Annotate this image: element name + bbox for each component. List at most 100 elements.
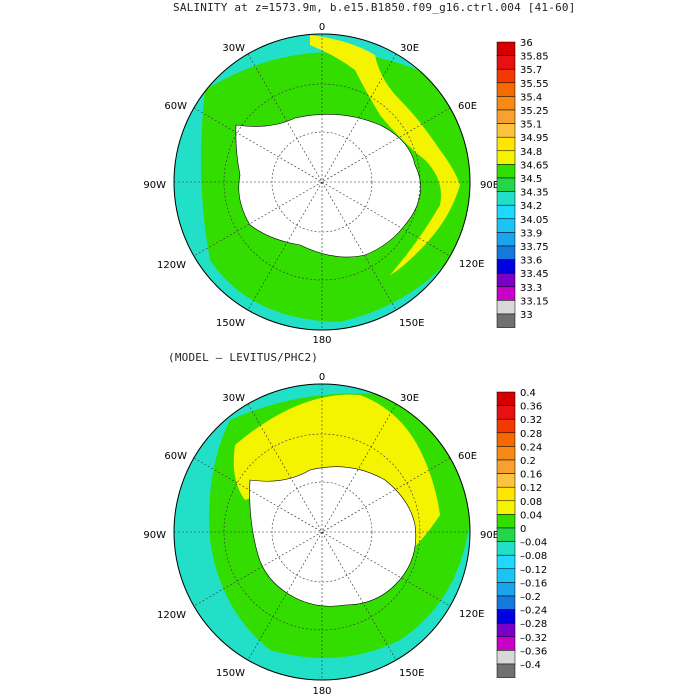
- colorbar-swatch: [496, 82, 516, 97]
- colorbar-label: –0.24: [520, 606, 547, 617]
- colorbar-label: 34.05: [520, 215, 549, 226]
- colorbar-swatch: [496, 636, 516, 651]
- colorbar-label: 35.4: [520, 92, 542, 103]
- colorbar-swatch: [496, 313, 516, 328]
- colorbar-swatch: [496, 554, 516, 570]
- colorbar-swatch: [496, 446, 516, 461]
- colorbar-label: 35.1: [520, 120, 542, 131]
- colorbar-label: 0.24: [520, 442, 542, 453]
- colorbar-label: 0.12: [520, 483, 542, 494]
- colorbar-label: –0.32: [520, 633, 547, 644]
- colorbar-label: 36: [520, 38, 533, 49]
- colorbar-label: 34.8: [520, 147, 542, 158]
- lon-label-90w: 90W: [143, 530, 166, 541]
- lon-label-0: 0: [319, 22, 325, 33]
- colorbar-swatch: [496, 164, 516, 179]
- lon-label-90e: 90E: [480, 530, 499, 541]
- colorbar-label: 0.28: [520, 429, 542, 440]
- colorbar-label: 0.32: [520, 415, 542, 426]
- lon-label-120w: 120W: [157, 610, 186, 621]
- lon-label-30w: 30W: [222, 393, 245, 404]
- salinity-colorbar: 36 35.85 35.7 35.55 35.4 35.25 35.1 34.95 34.8 34…: [496, 38, 549, 328]
- colorbar-swatch: [496, 300, 516, 315]
- top-panel-title: SALINITY at z=1573.9m, b.e15.B1850.f09_g…: [173, 1, 576, 14]
- colorbar-label: 35.7: [520, 65, 542, 76]
- colorbar-label: 33.9: [520, 228, 542, 239]
- lon-label-180: 180: [312, 335, 331, 346]
- colorbar-label: 34.95: [520, 133, 549, 144]
- colorbar-label: –0.4: [520, 660, 541, 671]
- lon-label-120e: 120E: [459, 259, 484, 270]
- colorbar-swatch: [496, 191, 516, 206]
- lon-label-120e: 120E: [459, 609, 484, 620]
- colorbar-label: 34.2: [520, 201, 542, 212]
- antarctica-land: [249, 466, 417, 607]
- colorbar-swatch: [496, 109, 516, 124]
- colorbar-swatch: [496, 136, 516, 152]
- lon-label-30e: 30E: [400, 43, 419, 54]
- lon-label-150w: 150W: [216, 318, 245, 329]
- colorbar-label: 34.5: [520, 174, 542, 185]
- colorbar-swatch: [496, 286, 516, 301]
- colorbar-label: 35.25: [520, 106, 549, 117]
- colorbar-swatch: [496, 432, 516, 447]
- difference-map: 0 30E 60E 90E 120E 150E 180 150W 120W 90…: [143, 372, 499, 697]
- colorbar-label: –0.04: [520, 538, 547, 549]
- colorbar-label: –0.36: [520, 646, 547, 657]
- bottom-panel-title: (MODEL – LEVITUS/PHC2): [168, 351, 319, 364]
- colorbar-swatch: [496, 459, 516, 474]
- colorbar-swatch: [496, 582, 516, 597]
- colorbar-swatch: [496, 259, 516, 274]
- colorbar-swatch: [496, 41, 516, 56]
- colorbar-label: 0.4: [520, 388, 536, 399]
- colorbar-label: 0.08: [520, 497, 542, 508]
- lon-label-60e: 60E: [458, 101, 477, 112]
- meridian-lines: [174, 34, 470, 330]
- colorbar-swatch: [496, 232, 516, 247]
- colorbar-label: 35.85: [520, 52, 549, 63]
- difference-colorbar: 0.4 0.36 0.32 0.28 0.24 0.2 0.16 0.12 0.08 0.04 0 –…: [496, 388, 547, 678]
- colorbar-label: 33.75: [520, 242, 549, 253]
- colorbar-swatch: [496, 568, 516, 583]
- salinity-map: 0 30E 60E 90E 120E 150E 180 150W 120W 90…: [143, 22, 499, 346]
- lon-label-90w: 90W: [143, 180, 166, 191]
- colorbar-swatch: [496, 272, 516, 288]
- colorbar-swatch: [496, 218, 516, 233]
- colorbar-label: –0.28: [520, 619, 547, 630]
- colorbar-label: 0.36: [520, 402, 542, 413]
- lon-label-150e: 150E: [399, 668, 424, 679]
- colorbar-label: 0.04: [520, 510, 542, 521]
- meridian-lines: [174, 384, 470, 680]
- colorbar-label: 33.15: [520, 296, 549, 307]
- map-yellow-band: [310, 35, 460, 275]
- colorbar-swatch: [496, 473, 516, 488]
- colorbar-swatch: [496, 204, 516, 220]
- lon-label-90e: 90E: [480, 180, 499, 191]
- colorbar-label: 33.45: [520, 269, 549, 280]
- colorbar-swatch: [496, 500, 516, 515]
- colorbar-label: –0.08: [520, 551, 547, 562]
- colorbar-swatch: [496, 609, 516, 624]
- lon-label-60w: 60W: [164, 451, 187, 462]
- colorbar-label: –0.2: [520, 592, 541, 603]
- lon-label-150w: 150W: [216, 668, 245, 679]
- colorbar-swatch: [496, 68, 516, 84]
- lon-label-120w: 120W: [157, 260, 186, 271]
- colorbar-label: 0.2: [520, 456, 536, 467]
- lon-label-0: 0: [319, 372, 325, 383]
- lon-label-30e: 30E: [400, 393, 419, 404]
- colorbar-label: –0.16: [520, 578, 547, 589]
- colorbar-swatch: [496, 405, 516, 420]
- colorbar-label: 0: [520, 524, 526, 535]
- colorbar-swatch: [496, 391, 516, 406]
- colorbar-swatch: [496, 663, 516, 678]
- colorbar-swatch: [496, 245, 516, 260]
- colorbar-label: 34.65: [520, 160, 549, 171]
- colorbar-swatch: [496, 486, 516, 502]
- colorbar-label: 33: [520, 310, 533, 321]
- colorbar-swatch: [496, 650, 516, 665]
- colorbar-swatch: [496, 514, 516, 529]
- lon-label-30w: 30W: [222, 43, 245, 54]
- lon-label-150e: 150E: [399, 318, 424, 329]
